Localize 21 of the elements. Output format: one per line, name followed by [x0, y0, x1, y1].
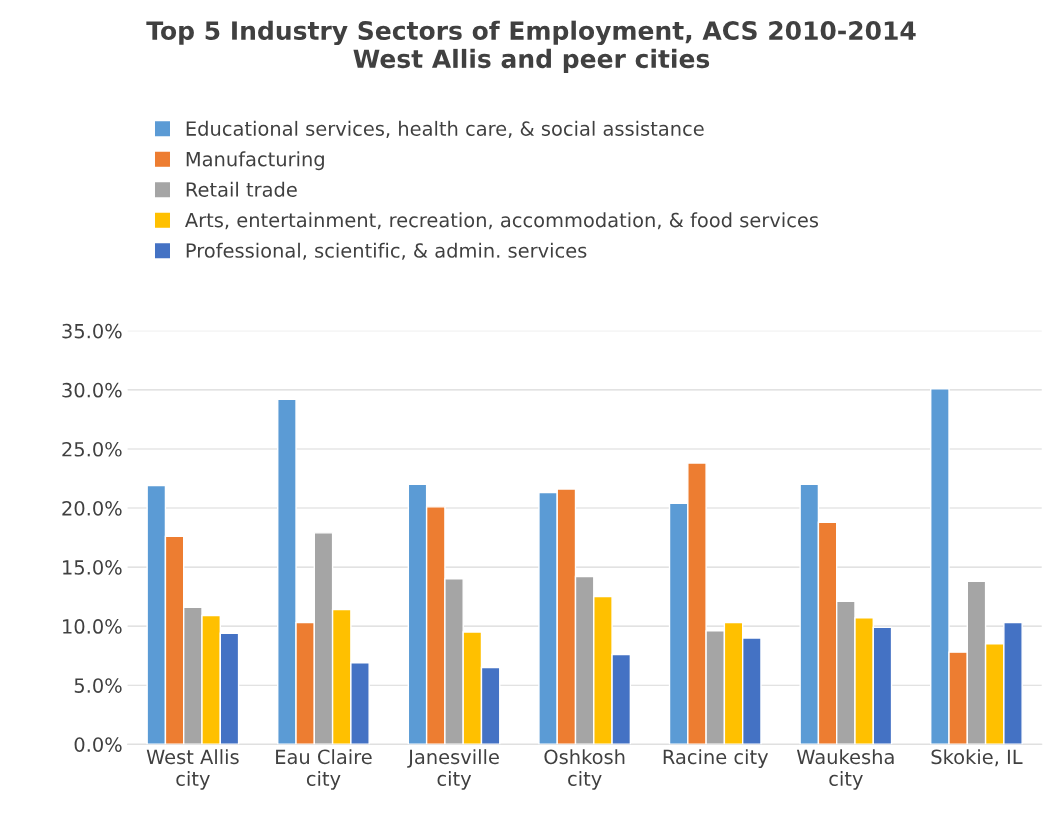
x-tick-label: Waukesha city: [796, 749, 894, 790]
y-tick-label: 15.0%: [63, 560, 122, 575]
x-tick-label: Janesville city: [407, 749, 499, 790]
y-tick-label: 35.0%: [62, 323, 122, 339]
legend-label: Arts, entertainment, recreation, accommodation, & food services: [185, 212, 819, 230]
x-tick-label: Eau Claire city: [276, 749, 372, 790]
x-tick-label: Skokie, IL: [931, 749, 1023, 767]
y-tick-label: 20.0%: [62, 500, 122, 516]
y-tick-label: 30.0%: [62, 382, 122, 398]
legend-label: Retail trade: [186, 181, 297, 197]
legend-label: Educational services, health care, & social assistance: [186, 120, 704, 138]
x-tick-label: Racine city: [663, 749, 769, 768]
legend-label: Manufacturing: [186, 151, 324, 171]
legend-label: Professional, scientific, & admin. services: [186, 242, 587, 260]
x-tick-label: Oshkosh city: [544, 749, 625, 790]
y-tick-label: 10.0%: [63, 619, 122, 634]
chart-title: Top 5 Industry Sectors of Employment, ACS 2010-2014 West Allis and peer cities: [146, 20, 916, 74]
x-tick-label: West Allis city: [146, 749, 239, 790]
y-tick-label: 25.0%: [62, 441, 122, 457]
y-tick-label: 5.0%: [74, 678, 122, 693]
y-tick-label: 0.0%: [74, 737, 122, 752]
